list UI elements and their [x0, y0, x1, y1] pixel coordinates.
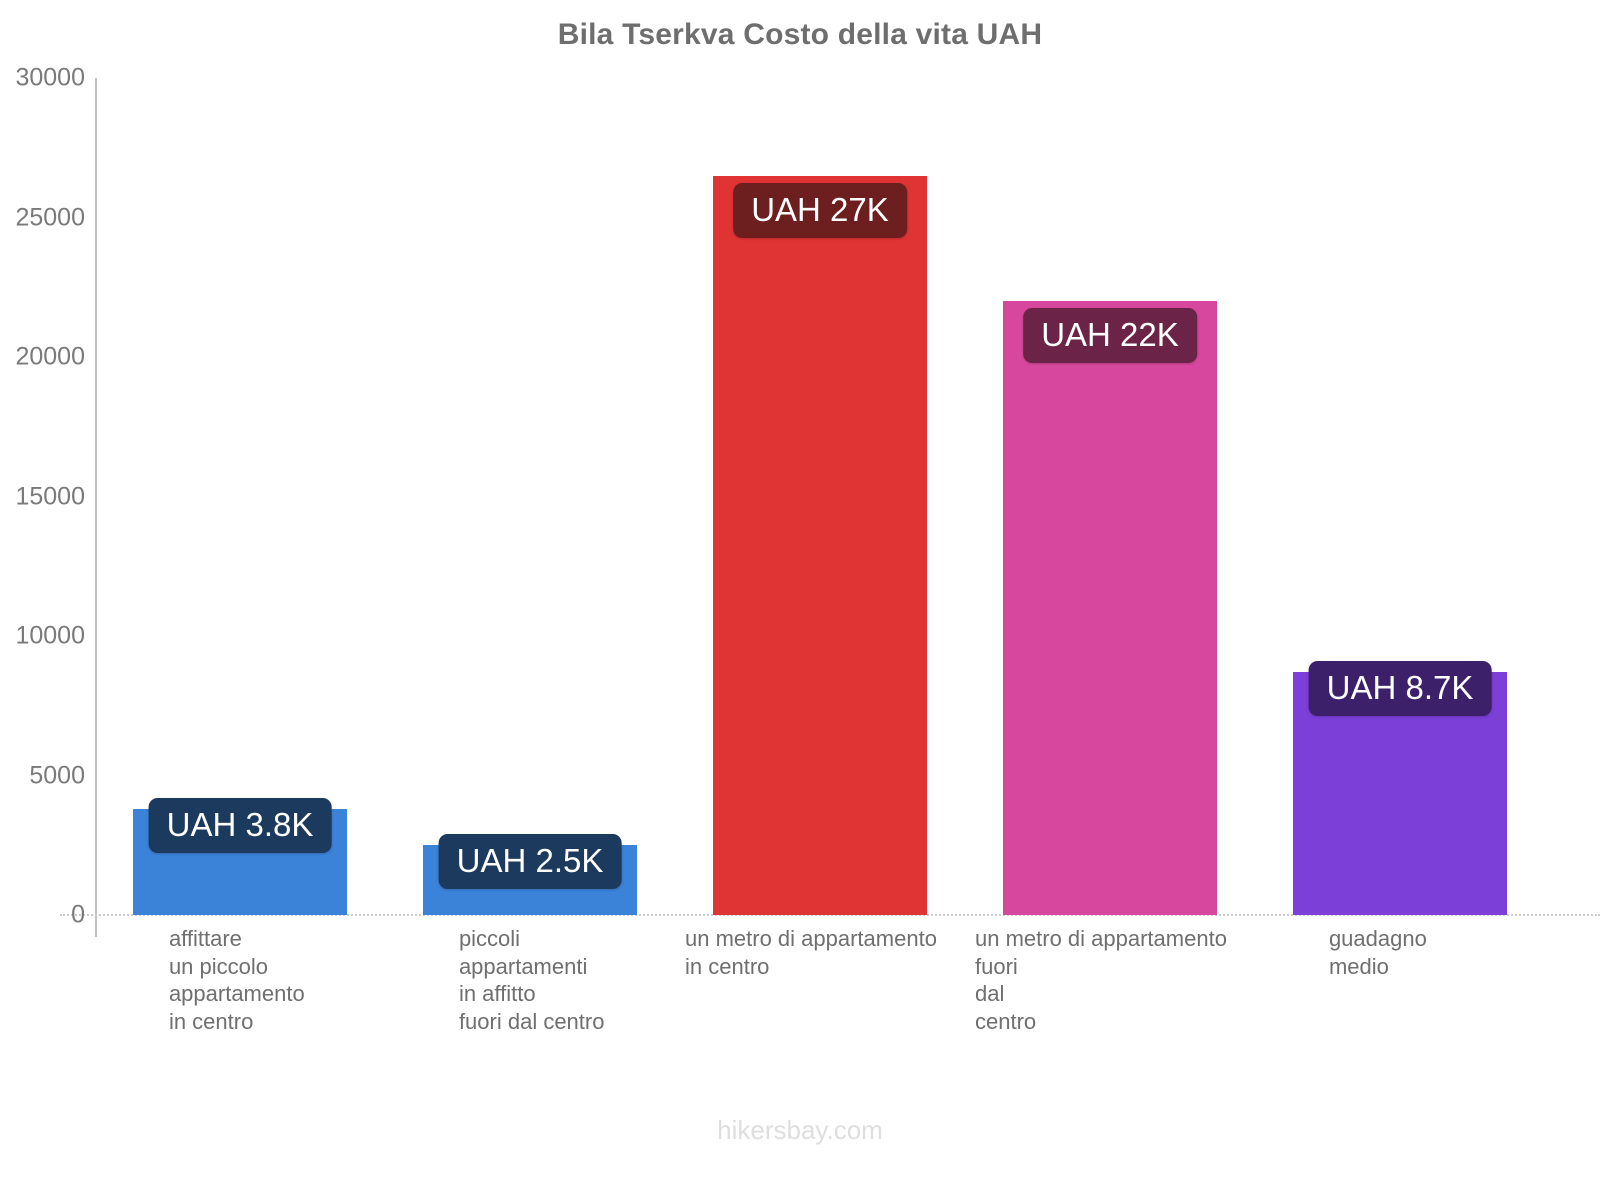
y-axis-tick-label: 30000: [15, 63, 85, 92]
y-axis-tick-label: 5000: [29, 761, 85, 789]
y-axis-tick-label: 20000: [15, 342, 85, 371]
y-axis-line: [95, 78, 97, 917]
y-axis-tick-label: 10000: [15, 621, 85, 650]
bar-group: UAH 2.5K: [385, 78, 675, 915]
footer-credit: hikersbay.com: [717, 1115, 883, 1145]
bar-value-label: UAH 2.5K: [438, 834, 622, 890]
x-axis-category-label: un metro di appartamento fuori dal centr…: [975, 926, 1227, 1034]
bar[interactable]: [712, 175, 928, 915]
y-axis-tick-label: 0: [71, 900, 85, 929]
x-axis-category-label: affittare un piccolo appartamento in cen…: [168, 926, 305, 1034]
y-axis-line-extension: [95, 915, 97, 937]
bar-group: UAH 27K: [675, 78, 965, 915]
x-axis-category-label: piccoli appartamenti in affitto fuori da…: [458, 926, 605, 1034]
chart-title: Bila Tserkva Costo della vita UAH: [557, 18, 1043, 51]
bar-group: UAH 22K: [965, 78, 1255, 915]
bar-value-label: UAH 3.8K: [148, 797, 332, 853]
bar-group: UAH 8.7K: [1255, 78, 1545, 915]
bar-value-label: UAH 8.7K: [1308, 661, 1492, 717]
x-axis-baseline: [60, 914, 1600, 916]
y-axis-tick-label: 15000: [15, 482, 85, 510]
bar[interactable]: [1002, 301, 1218, 915]
plot-area: UAH 3.8K UAH 2.5K UAH 27K UAH 22K UAH 8.7K: [95, 78, 1545, 915]
bar-group: UAH 3.8K: [95, 78, 385, 915]
bar-value-label: UAH 22K: [1023, 308, 1197, 364]
bar-value-label: UAH 27K: [733, 182, 907, 238]
x-axis-category-label: guadagno medio: [1328, 926, 1427, 979]
y-axis-tick-label: 25000: [15, 203, 85, 231]
x-axis-category-label: un metro di appartamento in centro: [685, 926, 937, 979]
